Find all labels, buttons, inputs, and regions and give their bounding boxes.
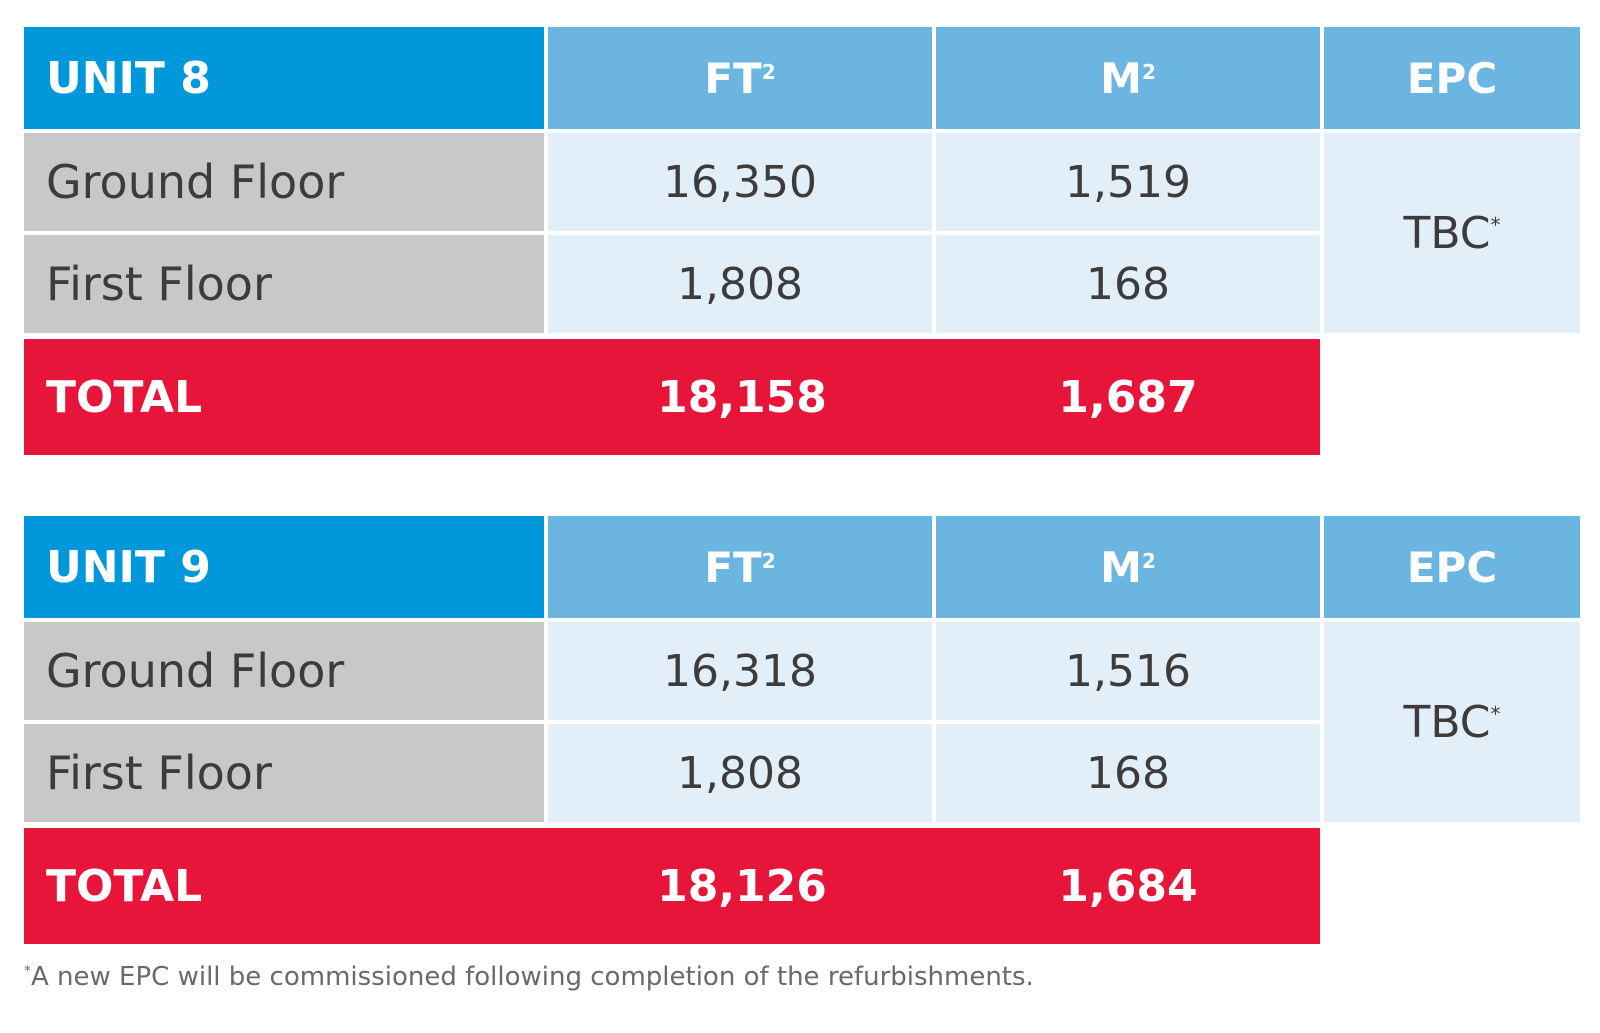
- footnote: *A new EPC will be commissioned followin…: [24, 962, 1034, 992]
- unit-9-total-row: TOTAL 18,126 1,684: [24, 828, 1320, 944]
- unit-9-total-label: TOTAL: [46, 860, 203, 912]
- footnote-mark: *: [24, 963, 31, 980]
- unit-9-ground-floor-label: Ground Floor: [24, 622, 544, 720]
- unit-9-epc-header: EPC: [1324, 516, 1580, 618]
- unit-8-first-floor-m: 168: [936, 235, 1320, 333]
- unit-9-ground-floor-m: 1,516: [936, 622, 1320, 720]
- unit-8-ground-floor-ft: 16,350: [548, 133, 932, 231]
- unit-9-ft-header: FT 2: [548, 516, 932, 618]
- unit-9-first-floor-m: 168: [936, 724, 1320, 822]
- footnote-text: A new EPC will be commissioned following…: [31, 962, 1034, 992]
- unit-9-title: UNIT 9: [24, 516, 544, 618]
- unit-8-total-label: TOTAL: [46, 371, 203, 423]
- unit-8-total-ft: 18,158: [657, 371, 827, 423]
- unit-8-title: UNIT 8: [24, 27, 544, 129]
- unit-8-epc-header: EPC: [1324, 27, 1580, 129]
- unit-9-first-floor-ft: 1,808: [548, 724, 932, 822]
- unit-9-ground-floor-ft: 16,318: [548, 622, 932, 720]
- unit-8-first-floor-ft: 1,808: [548, 235, 932, 333]
- unit-8-ground-floor-m: 1,519: [936, 133, 1320, 231]
- unit-9-total-ft: 18,126: [657, 860, 827, 912]
- unit-8-total-row: TOTAL 18,158 1,687: [24, 339, 1320, 455]
- unit-8-ground-floor-label: Ground Floor: [24, 133, 544, 231]
- unit-8-ft-header: FT 2: [548, 27, 932, 129]
- unit-8-total-m: 1,687: [1058, 371, 1198, 423]
- unit-8-first-floor-label: First Floor: [24, 235, 544, 333]
- unit-9-total-m: 1,684: [1058, 860, 1198, 912]
- unit-9-first-floor-label: First Floor: [24, 724, 544, 822]
- unit-8-epc-value: TBC *: [1324, 133, 1580, 333]
- unit-9-epc-value: TBC *: [1324, 622, 1580, 822]
